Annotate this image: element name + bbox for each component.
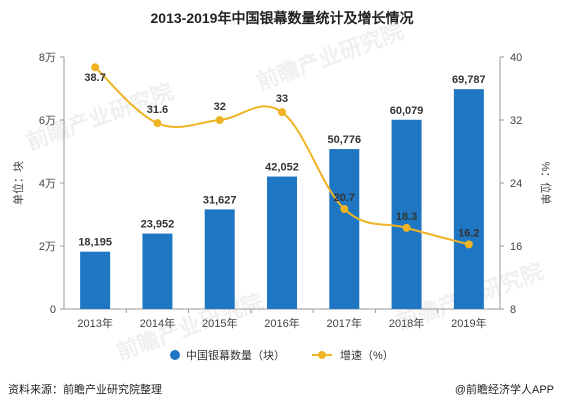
bar-value-label: 42,052: [265, 162, 299, 174]
line-value-label: 38.7: [84, 72, 105, 84]
bar: [453, 89, 484, 309]
growth-point: [402, 223, 411, 232]
right-tick-label: 32: [510, 115, 522, 127]
bar: [142, 233, 173, 309]
left-tick-label: 0: [50, 304, 56, 316]
bar: [391, 119, 422, 309]
bar-value-label: 18,195: [78, 237, 112, 249]
chart-title: 2013-2019年中国银幕数量统计及增长情况: [150, 10, 414, 26]
line-value-label: 32: [214, 101, 226, 113]
bar-value-label: 69,787: [452, 74, 486, 86]
bar-value-label: 23,952: [141, 219, 175, 231]
bar: [80, 251, 111, 309]
growth-point: [340, 204, 349, 213]
left-tick-label: 2万: [39, 241, 56, 253]
left-tick-label: 6万: [39, 115, 56, 127]
bar: [329, 149, 360, 309]
x-tick-label: 2016年: [264, 316, 299, 330]
brand-note: @前瞻经济学人APP: [454, 384, 554, 396]
right-axis-title: %：位单: [539, 162, 553, 205]
bar-value-label: 31,627: [203, 194, 237, 206]
right-tick-label: 16: [510, 241, 522, 253]
x-tick-label: 2014年: [140, 316, 175, 330]
right-tick-label: 8: [510, 304, 516, 316]
legend-bar-label: 中国银幕数量（块）: [186, 348, 285, 362]
bar-value-label: 60,079: [390, 105, 424, 117]
bar: [204, 209, 235, 309]
right-tick-label: 40: [510, 52, 522, 64]
growth-point: [91, 63, 100, 72]
right-tick-label: 24: [510, 178, 522, 190]
line-value-label: 20.7: [334, 192, 355, 204]
left-tick-label: 8万: [39, 52, 56, 64]
x-tick-label: 2013年: [77, 316, 112, 330]
watermark-text: 前瞻产业研究院: [253, 19, 407, 96]
left-axis-title: 单位：块: [11, 161, 25, 205]
growth-point: [215, 116, 224, 124]
source-note: 资料来源：前瞻产业研究院整理: [8, 384, 162, 396]
growth-point: [464, 240, 473, 249]
line-value-label: 31.6: [147, 104, 168, 116]
growth-point: [278, 108, 286, 117]
legend-line-label: 增速（%）: [340, 348, 394, 362]
bar: [267, 176, 297, 309]
legend-line-marker: [318, 351, 326, 359]
growth-point: [153, 119, 162, 128]
line-value-label: 16.2: [458, 227, 479, 239]
x-tick-label: 2015年: [202, 316, 237, 330]
left-tick-label: 4万: [39, 178, 56, 190]
x-tick-label: 2017年: [327, 316, 362, 330]
legend-bar-swatch: [170, 350, 180, 360]
x-tick-label: 2018年: [389, 316, 424, 330]
line-value-label: 18.3: [396, 211, 417, 223]
line-value-label: 33: [276, 93, 288, 105]
x-tick-label: 2019年: [451, 316, 486, 330]
bar-value-label: 50,776: [327, 134, 361, 146]
